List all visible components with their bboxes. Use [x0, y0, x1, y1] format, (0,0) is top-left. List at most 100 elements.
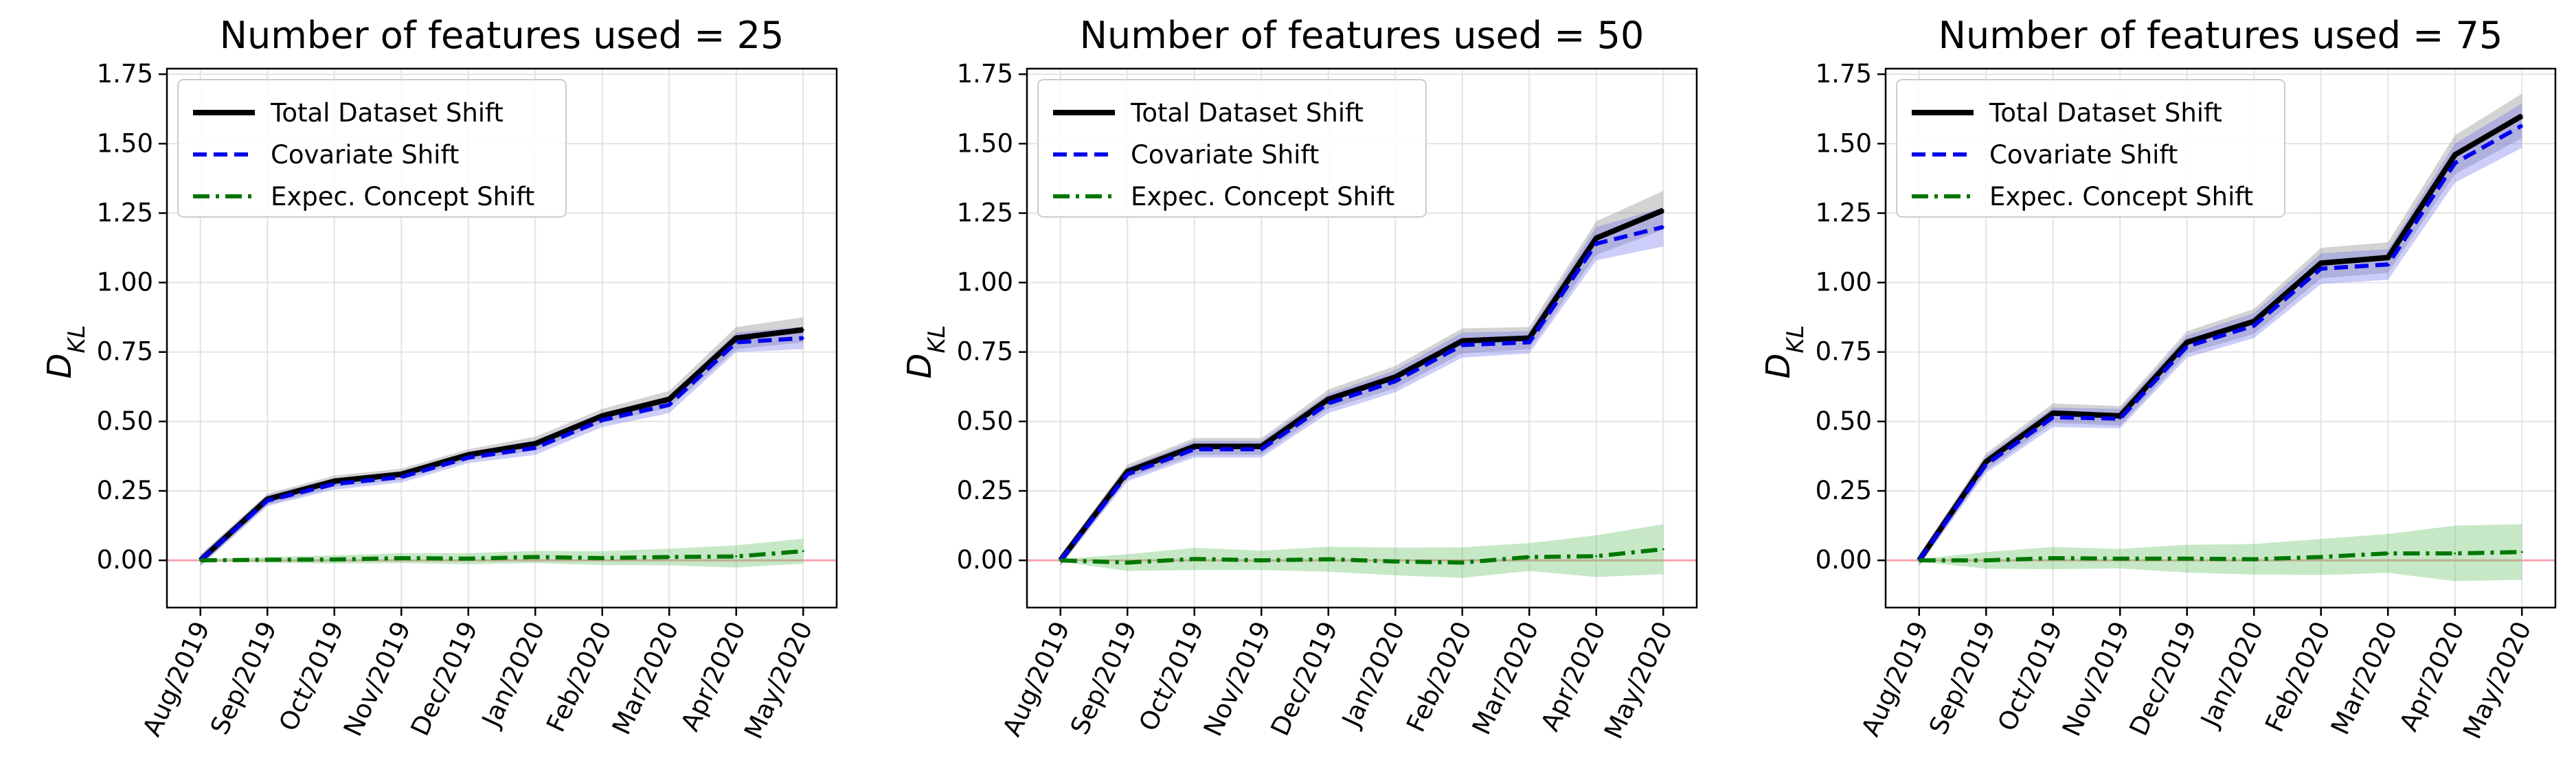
x-tick-label: Nov/2019 — [1198, 617, 1277, 741]
y-tick-label: 0.25 — [957, 476, 1013, 505]
x-tick-label: Sep/2019 — [205, 617, 283, 739]
point-series-2 — [2454, 162, 2456, 165]
y-tick-label: 0.50 — [1816, 406, 1872, 436]
y-tick-label: 1.50 — [97, 128, 153, 158]
chart-panel-2: 0.00 0.25 0.50 0.75 1.00 1.25 1.50 1.75 Aug/2019… — [901, 14, 1698, 743]
point-series-1 — [534, 442, 536, 445]
point-series-2 — [601, 419, 604, 422]
line-series-3 — [1060, 547, 1664, 565]
point-series-3 — [1327, 558, 1330, 561]
x-tick-label: Mar/2020 — [2325, 617, 2404, 739]
line-series-1 — [1058, 207, 1664, 562]
x-tick-label: Sep/2019 — [1065, 617, 1143, 739]
point-series-2 — [2320, 267, 2323, 270]
point-series-1 — [735, 337, 738, 339]
point-series-3 — [601, 557, 604, 560]
point-series-2 — [802, 337, 804, 339]
point-series-1 — [1327, 398, 1330, 401]
point-series-2 — [467, 456, 470, 459]
point-series-1 — [601, 415, 604, 417]
point-series-1 — [1985, 461, 1987, 463]
point-series-1 — [467, 453, 470, 456]
y-tick-label: 0.50 — [957, 406, 1013, 436]
y-tick-label: 1.75 — [957, 59, 1013, 89]
point-series-3 — [1985, 559, 1987, 562]
x-tick-label: Aug/2019 — [137, 617, 216, 741]
point-series-3 — [1394, 560, 1397, 563]
point-series-3 — [467, 557, 470, 560]
x-tick-label: Dec/2019 — [2124, 617, 2202, 741]
point-series-2 — [2252, 324, 2255, 327]
line-series-1 — [1917, 113, 2524, 562]
point-series-2 — [1662, 226, 1664, 229]
point-series-3 — [2052, 557, 2055, 560]
y-tick-label: 1.50 — [1816, 128, 1872, 158]
x-tick-label: Feb/2020 — [1401, 617, 1478, 737]
point-series-1 — [2252, 320, 2255, 323]
y-tick-label: 0.00 — [957, 545, 1013, 575]
point-series-1 — [802, 328, 804, 331]
legend-label-series-1: Total Dataset Shift — [1989, 98, 2222, 128]
x-tick-label: Jan/2020 — [1335, 617, 1410, 733]
legend-label-series-2: Covariate Shift — [1131, 140, 1319, 170]
legend-label-series-1: Total Dataset Shift — [270, 98, 504, 128]
point-series-2 — [333, 483, 336, 485]
legend-box — [1896, 79, 2285, 218]
point-series-2 — [2520, 124, 2523, 127]
point-series-3 — [1595, 555, 1598, 557]
legend-label-series-1: Total Dataset Shift — [1130, 98, 1364, 128]
y-tick-label: 1.25 — [957, 198, 1013, 227]
y-axis-label: DKL — [41, 325, 91, 378]
x-tick-label: Dec/2019 — [405, 617, 484, 741]
point-series-2 — [2052, 416, 2055, 419]
y-tick-label: 0.75 — [97, 337, 153, 367]
y-tick-label: 0.50 — [97, 406, 153, 436]
y-tick-label: 1.25 — [1816, 198, 1872, 227]
point-series-3 — [735, 555, 738, 558]
x-tick-label: Aug/2019 — [1855, 617, 1934, 741]
point-series-3 — [2119, 557, 2121, 560]
y-axis-label: DKL — [1759, 325, 1809, 378]
plot-frame — [166, 67, 838, 609]
point-series-2 — [1461, 344, 1464, 347]
point-series-3 — [1126, 561, 1129, 564]
band-series-1 — [1060, 191, 1664, 566]
chart-title: Number of features used = 25 — [220, 14, 784, 57]
point-series-1 — [2454, 153, 2456, 156]
legend-box — [1037, 79, 1427, 218]
point-series-1 — [1394, 376, 1397, 378]
point-series-2 — [1327, 402, 1330, 405]
line-series-2 — [199, 336, 804, 562]
legend-label-series-3: Expec. Concept Shift — [1131, 182, 1394, 211]
point-series-3 — [1193, 557, 1196, 560]
x-tick-label: Dec/2019 — [1265, 617, 1344, 741]
y-axis-label: DKL — [901, 325, 951, 378]
band-series-3 — [1060, 524, 1664, 578]
chart-title: Number of features used = 75 — [1939, 14, 2503, 57]
x-tick-label: Nov/2019 — [2057, 617, 2136, 741]
point-series-3 — [802, 550, 804, 553]
x-tick-label: Jan/2020 — [2194, 617, 2269, 733]
band-series-3 — [200, 538, 804, 568]
x-tick-label: Oct/2019 — [273, 617, 350, 736]
point-series-1 — [1193, 445, 1196, 448]
x-tick-label: Nov/2019 — [338, 617, 417, 741]
point-series-3 — [1461, 561, 1464, 564]
point-series-2 — [2386, 263, 2389, 266]
y-tick-label: 1.50 — [957, 128, 1013, 158]
x-tick-label: Mar/2020 — [607, 617, 685, 739]
point-series-1 — [333, 480, 336, 483]
x-tick-label: Feb/2020 — [2259, 617, 2336, 737]
point-series-2 — [1260, 448, 1263, 450]
point-series-3 — [2386, 552, 2389, 555]
y-tick-label: 0.75 — [1816, 337, 1872, 367]
point-series-1 — [2052, 412, 2055, 415]
band-series-1 — [200, 317, 804, 566]
point-series-2 — [1595, 242, 1598, 245]
point-series-1 — [2186, 341, 2189, 344]
point-series-3 — [2186, 557, 2189, 560]
x-tick-label: Feb/2020 — [541, 617, 618, 737]
y-tick-label: 0.00 — [1816, 545, 1872, 575]
y-tick-label: 1.00 — [1816, 268, 1872, 297]
point-series-3 — [1528, 555, 1530, 558]
